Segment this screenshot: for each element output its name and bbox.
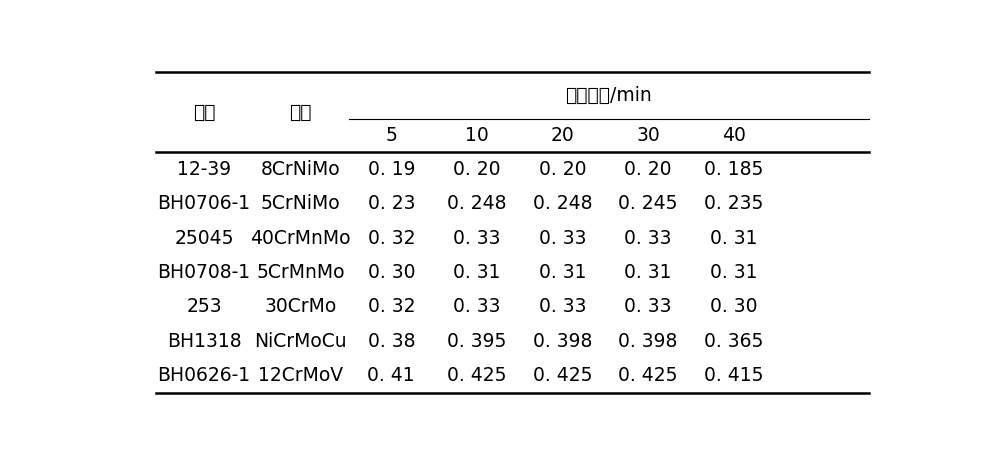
Text: 0. 20: 0. 20: [539, 160, 586, 179]
Text: 0. 248: 0. 248: [533, 194, 592, 213]
Text: 0. 33: 0. 33: [624, 298, 672, 316]
Text: 40: 40: [722, 126, 745, 145]
Text: 等待时间/min: 等待时间/min: [565, 86, 652, 105]
Text: 0. 248: 0. 248: [447, 194, 507, 213]
Text: 0. 425: 0. 425: [618, 366, 678, 385]
Text: 0. 398: 0. 398: [533, 332, 592, 351]
Text: 0. 365: 0. 365: [704, 332, 763, 351]
Text: BH0626-1: BH0626-1: [158, 366, 251, 385]
Text: BH0708-1: BH0708-1: [158, 263, 251, 282]
Text: 0. 31: 0. 31: [710, 229, 757, 248]
Text: NiCrMoCu: NiCrMoCu: [254, 332, 347, 351]
Text: 0. 31: 0. 31: [539, 263, 586, 282]
Text: 0. 32: 0. 32: [368, 298, 415, 316]
Text: 0. 31: 0. 31: [624, 263, 672, 282]
Text: 12CrMoV: 12CrMoV: [258, 366, 343, 385]
Text: 0. 235: 0. 235: [704, 194, 763, 213]
Text: 0. 20: 0. 20: [453, 160, 501, 179]
Text: 0. 20: 0. 20: [624, 160, 672, 179]
Text: 5CrMnMo: 5CrMnMo: [256, 263, 345, 282]
Text: 0. 19: 0. 19: [368, 160, 415, 179]
Text: 30: 30: [636, 126, 660, 145]
Text: 0. 425: 0. 425: [533, 366, 592, 385]
Text: 253: 253: [186, 298, 222, 316]
Text: 8CrNiMo: 8CrNiMo: [261, 160, 340, 179]
Text: 0. 33: 0. 33: [539, 229, 586, 248]
Text: 5CrNiMo: 5CrNiMo: [261, 194, 340, 213]
Text: 0. 33: 0. 33: [453, 298, 501, 316]
Text: 0. 425: 0. 425: [447, 366, 507, 385]
Text: 0. 398: 0. 398: [618, 332, 678, 351]
Text: 5: 5: [385, 126, 397, 145]
Text: 0. 185: 0. 185: [704, 160, 763, 179]
Text: 10: 10: [465, 126, 489, 145]
Text: 0. 33: 0. 33: [539, 298, 586, 316]
Text: 牌号: 牌号: [289, 103, 312, 122]
Text: 30CrMo: 30CrMo: [264, 298, 337, 316]
Text: 0. 33: 0. 33: [624, 229, 672, 248]
Text: 0. 32: 0. 32: [368, 229, 415, 248]
Text: 20: 20: [551, 126, 574, 145]
Text: 12-39: 12-39: [177, 160, 231, 179]
Text: 0. 33: 0. 33: [453, 229, 501, 248]
Text: 0. 30: 0. 30: [368, 263, 415, 282]
Text: 0. 23: 0. 23: [368, 194, 415, 213]
Text: 编号: 编号: [193, 103, 215, 122]
Text: 25045: 25045: [174, 229, 234, 248]
Text: BH1318: BH1318: [167, 332, 241, 351]
Text: 0. 415: 0. 415: [704, 366, 763, 385]
Text: 0. 31: 0. 31: [453, 263, 501, 282]
Text: 0. 30: 0. 30: [710, 298, 757, 316]
Text: 0. 395: 0. 395: [447, 332, 507, 351]
Text: 40CrMnMo: 40CrMnMo: [250, 229, 351, 248]
Text: BH0706-1: BH0706-1: [158, 194, 251, 213]
Text: 0. 41: 0. 41: [367, 366, 415, 385]
Text: 0. 38: 0. 38: [368, 332, 415, 351]
Text: 0. 245: 0. 245: [618, 194, 678, 213]
Text: 0. 31: 0. 31: [710, 263, 757, 282]
